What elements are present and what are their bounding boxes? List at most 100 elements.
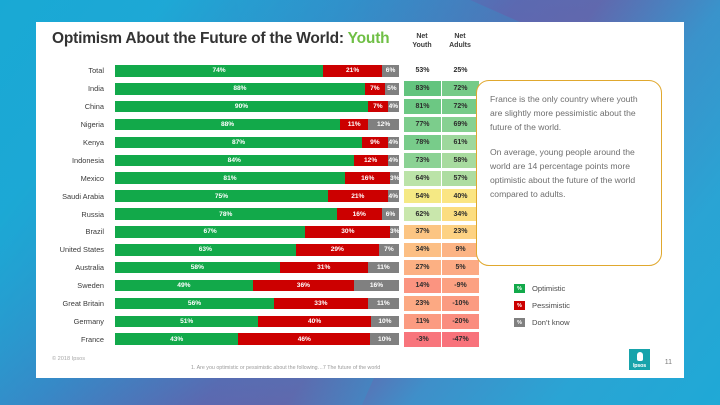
net-youth-cell: 81% <box>404 99 441 114</box>
net-youth-header-line2: Youth <box>412 41 432 49</box>
bar-segment-pessimistic: 36% <box>252 279 354 292</box>
net-adults-cell: 34% <box>442 206 479 222</box>
row-label-country: Germany <box>73 316 104 326</box>
callout-box: France is the only country where youth a… <box>476 80 662 266</box>
net-youth-cell: 37% <box>404 224 441 240</box>
legend-label-optimistic: Optimistic <box>532 284 566 293</box>
bar-segment-optimistic: 78% <box>115 208 337 220</box>
column-header-net-adults: Net Adults <box>440 33 480 51</box>
chart-rows: Total 74% 21% 6% 53% 25% India 88% 7% 5% 83% 72% Chi… <box>36 62 684 348</box>
net-youth-cell: 64% <box>404 170 441 186</box>
stacked-bar: 63% 29% 7% <box>114 243 400 257</box>
row-label-country: China <box>84 102 104 112</box>
page-title: Optimism About the Future of the World: … <box>52 30 390 48</box>
callout-paragraph-2: On average, young people around the worl… <box>490 146 636 199</box>
row-label-country: India <box>87 84 104 94</box>
row-label-country: Russia <box>81 209 104 219</box>
legend-item-optimistic: % Optimistic <box>514 280 664 297</box>
stacked-bar: 74% 21% 6% <box>114 64 400 78</box>
net-adults-cell: 40% <box>442 188 479 204</box>
table-row: Germany 51% 40% 10% 11% -20% <box>36 312 684 330</box>
table-row: Nigeria 88% 11% 12% 77% 69% <box>36 116 684 134</box>
row-label-country: Mexico <box>80 173 104 183</box>
net-adults-cell: 72% <box>442 99 479 114</box>
net-youth-cell: -3% <box>404 331 441 347</box>
row-label-country: Kenya <box>83 138 104 147</box>
bar-segment-pessimistic: 21% <box>328 190 388 202</box>
ipsos-logo-text: Ipsos <box>632 362 647 369</box>
net-youth-cell: 78% <box>404 135 441 150</box>
net-adults-cell: -20% <box>442 314 479 329</box>
legend-swatch-dont-know-icon: % <box>514 318 525 327</box>
stacked-bar: 88% 11% 12% <box>114 117 400 132</box>
bar-segment-optimistic: 74% <box>115 65 324 77</box>
stacked-bar: 81% 16% 3% <box>114 171 400 186</box>
legend-label-pessimistic: Pessimistic <box>532 301 570 310</box>
bar-segment-pessimistic: 7% <box>364 82 385 95</box>
stacked-bar: 49% 36% 16% <box>114 278 400 293</box>
bar-segment-pessimistic: 16% <box>336 208 382 220</box>
net-adults-header-line1: Net <box>454 33 466 40</box>
stacked-bar: 88% 7% 5% <box>114 81 400 96</box>
page-title-accent: Youth <box>347 30 390 47</box>
legend-swatch-pessimistic-icon: % <box>514 301 525 310</box>
bar-segment-optimistic: 84% <box>115 154 354 167</box>
legend-item-pessimistic: % Pessimistic <box>514 297 664 314</box>
bar-segment-dont-know: 11% <box>367 297 399 310</box>
net-adults-cell: -47% <box>442 331 479 347</box>
net-youth-cell: 23% <box>404 296 441 311</box>
bar-segment-dont-know: 4% <box>387 100 399 113</box>
net-youth-header-line1: Net <box>416 33 428 40</box>
bar-segment-pessimistic: 7% <box>368 100 388 113</box>
table-row: Great Britain 56% 33% 11% 23% -10% <box>36 295 684 313</box>
row-label-country: Saudi Arabia <box>62 191 104 201</box>
table-row: Saudi Arabia 75% 21% 4% 54% 40% <box>36 187 684 205</box>
net-adults-cell: 23% <box>442 224 479 240</box>
net-adults-cell: 72% <box>442 81 479 97</box>
net-youth-cell: 77% <box>404 117 441 132</box>
row-label-country: France <box>80 334 104 344</box>
bar-segment-dont-know: 11% <box>367 261 399 274</box>
legend-item-dont-know: % Don’t know <box>514 314 664 331</box>
bar-segment-optimistic: 87% <box>115 136 363 149</box>
row-label-country: Indonesia <box>71 155 104 165</box>
net-adults-cell: 69% <box>442 117 479 132</box>
net-adults-cell: -10% <box>442 296 479 311</box>
ipsos-logo-mark-icon <box>636 351 643 361</box>
bar-segment-pessimistic: 46% <box>238 333 371 346</box>
net-adults-cell: -9% <box>442 278 479 293</box>
net-youth-cell: 34% <box>404 242 441 258</box>
table-row: Mexico 81% 16% 3% 64% 57% <box>36 169 684 187</box>
bar-segment-dont-know: 4% <box>387 190 399 202</box>
bar-segment-optimistic: 58% <box>115 261 280 274</box>
bar-segment-optimistic: 51% <box>115 315 259 328</box>
bar-segment-dont-know: 5% <box>384 82 399 95</box>
bar-segment-optimistic: 75% <box>115 190 328 202</box>
net-youth-cell: 62% <box>404 206 441 222</box>
net-youth-cell: 14% <box>404 278 441 293</box>
bar-segment-dont-know: 3% <box>390 172 399 185</box>
bar-segment-dont-know: 16% <box>354 279 399 292</box>
ipsos-logo: Ipsos <box>629 349 650 370</box>
net-youth-cell: 83% <box>404 81 441 97</box>
net-youth-cell: 53% <box>415 67 430 75</box>
net-adults-cell: 9% <box>442 242 479 258</box>
page-number: 11 <box>664 359 672 366</box>
stacked-bar: 90% 7% 4% <box>114 99 400 114</box>
bar-segment-pessimistic: 11% <box>340 118 369 131</box>
stacked-bar: 78% 16% 6% <box>114 207 400 221</box>
slide-card: Optimism About the Future of the World: … <box>36 22 684 378</box>
bar-segment-pessimistic: 40% <box>258 315 371 328</box>
table-row: Brazil 67% 30% 3% 37% 23% <box>36 223 684 241</box>
net-adults-header-line2: Adults <box>449 41 471 49</box>
table-row: Russia 78% 16% 6% 62% 34% <box>36 205 684 223</box>
bar-segment-optimistic: 63% <box>115 244 296 256</box>
bar-segment-optimistic: 56% <box>115 297 275 310</box>
table-row: Australia 58% 31% 11% 27% 5% <box>36 259 684 277</box>
stacked-bar: 58% 31% 11% <box>114 260 400 275</box>
callout-paragraph-1: France is the only country where youth a… <box>490 94 638 132</box>
stacked-bar: 67% 30% 3% <box>114 225 400 239</box>
chart-legend: % Optimistic% Pessimistic% Don’t know <box>514 280 664 331</box>
net-adults-cell: 61% <box>442 135 479 150</box>
